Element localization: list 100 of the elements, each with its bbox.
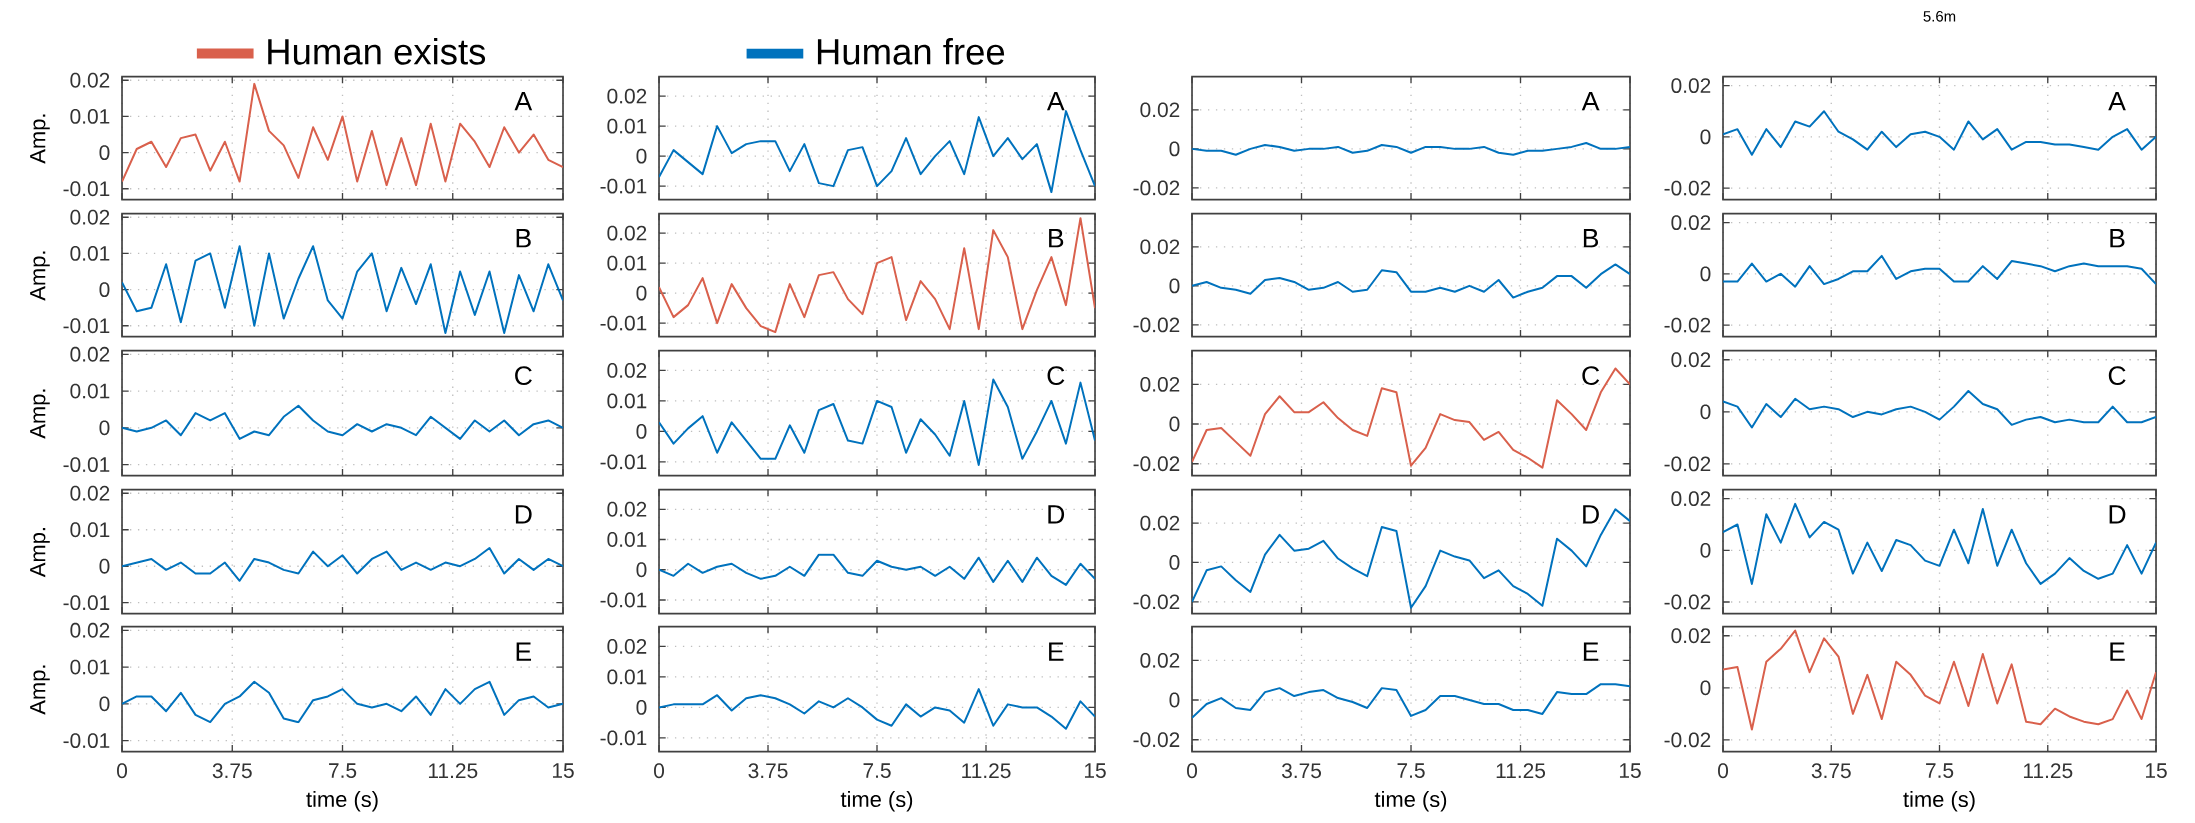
y-tick-label: 0.02 [1140, 102, 1180, 118]
y-tick-label: 0.02 [607, 639, 647, 655]
line-series [122, 83, 564, 187]
annotation: D [1048, 505, 1065, 524]
x-axis-title: time (s) [840, 791, 913, 812]
x-tick-label: 3.75 [748, 763, 788, 779]
y-tick-label: 0.02 [1671, 78, 1711, 94]
x-tick-label: 15 [1619, 763, 1641, 779]
y-tick-label: 0 [1169, 555, 1180, 571]
y-tick-label: 0 [99, 145, 110, 161]
y-tick-label: 0.02 [70, 210, 110, 225]
y-tick-label: 0.01 [607, 255, 647, 271]
line-series [659, 553, 1096, 587]
annotation: D [515, 505, 532, 524]
x-tick-label: 11.25 [962, 763, 1011, 779]
y-tick-label: 0.02 [1671, 628, 1711, 644]
y-tick-label: 0.02 [607, 502, 647, 517]
y-tick-label: -0.02 [1133, 317, 1180, 333]
annotation: E [2110, 642, 2125, 661]
y-axis-title: Amp. [30, 251, 50, 301]
legend-label: Human exists [268, 38, 486, 65]
annotation: A [514, 92, 533, 111]
y-tick-label: -0.01 [600, 730, 647, 746]
y-tick-label: -0.01 [600, 592, 647, 608]
y-tick-label: 0 [636, 424, 647, 440]
y-tick-label: -0.02 [1664, 180, 1711, 196]
y-tick-label: -0.01 [600, 178, 647, 194]
y-tick-label: 0.01 [70, 246, 110, 262]
y-tick-label: 0 [99, 420, 110, 436]
y-tick-label: 0.02 [1671, 215, 1711, 231]
y-tick-label: -0.02 [1133, 594, 1180, 610]
x-tick-label: 0 [1187, 763, 1198, 779]
x-tick-label: 11.25 [2023, 763, 2073, 779]
annotation: C [1582, 366, 1600, 386]
line-series [1723, 110, 2157, 156]
y-tick-label: 0 [1700, 404, 1711, 420]
x-tick-label: 0 [654, 763, 665, 779]
y-tick-label: 0.01 [70, 383, 110, 399]
y-tick-label: 0.01 [607, 669, 647, 685]
y-tick-label: -0.02 [1133, 456, 1180, 472]
y-tick-label: 0.02 [1140, 653, 1180, 668]
x-tick-label: 15 [552, 763, 574, 779]
annotation: B [1049, 229, 1064, 248]
y-tick-label: 0.02 [1671, 352, 1711, 368]
y-tick-label: 0.02 [70, 486, 110, 501]
line-series [122, 680, 564, 724]
x-axis-title: time (s) [1374, 791, 1447, 812]
y-tick-label: 0 [636, 700, 647, 716]
x-axis-title: time (s) [1903, 791, 1975, 812]
annotation: C [515, 366, 532, 386]
y-tick-label: 0 [1169, 692, 1180, 708]
annotation: C [1047, 366, 1065, 386]
y-tick-label: -0.01 [63, 733, 110, 749]
x-tick-label: 3.75 [212, 763, 252, 779]
x-axis-title: time (s) [306, 791, 378, 812]
line-series [1723, 629, 2157, 731]
y-tick-label: 0.02 [1140, 239, 1180, 255]
x-tick-label: 7.5 [1926, 763, 1954, 779]
y-tick-label: 0.01 [607, 118, 647, 134]
y-tick-label: 0.02 [70, 623, 110, 638]
chart-title: 5.6m [1923, 11, 1956, 22]
line-series [1723, 390, 2157, 429]
annotation: B [2110, 229, 2125, 248]
line-series [1192, 263, 1631, 299]
y-tick-label: 0 [1700, 543, 1711, 558]
y-tick-label: 0 [1169, 416, 1180, 432]
x-tick-label: 0 [117, 763, 128, 779]
y-tick-label: -0.02 [1664, 594, 1711, 610]
y-tick-label: -0.02 [1133, 180, 1180, 196]
y-tick-label: -0.01 [63, 181, 110, 197]
y-tick-label: 0.01 [607, 393, 647, 409]
x-tick-label: 3.75 [1811, 763, 1851, 779]
legend-label: Human free [817, 38, 1005, 65]
annotation: E [516, 642, 532, 661]
y-tick-label: 0.01 [70, 109, 110, 125]
y-tick-label: 0 [636, 562, 647, 578]
y-tick-label: 0.02 [607, 225, 647, 241]
y-tick-label: -0.02 [1664, 732, 1711, 748]
y-tick-label: -0.01 [63, 457, 110, 473]
annotation: E [1583, 642, 1599, 661]
x-tick-label: 0 [1718, 763, 1729, 779]
y-tick-label: -0.01 [63, 318, 110, 334]
annotation: C [2108, 366, 2126, 386]
y-tick-label: 0 [99, 558, 110, 574]
x-tick-label: 7.5 [1397, 763, 1425, 779]
y-axis-title: Amp. [30, 665, 50, 715]
x-tick-label: 11.25 [428, 763, 478, 779]
y-tick-label: 0.02 [1140, 515, 1180, 531]
y-tick-label: 0 [1169, 141, 1180, 157]
line-series [1723, 503, 2157, 586]
annotation: D [2109, 505, 2126, 524]
y-tick-label: 0 [99, 696, 110, 712]
y-tick-label: 0.01 [70, 522, 110, 538]
annotation: E [1049, 642, 1064, 661]
x-tick-label: 11.25 [1496, 763, 1546, 779]
x-tick-label: 7.5 [329, 763, 357, 779]
y-axis-title: Amp. [30, 389, 50, 439]
y-tick-label: 0 [1700, 129, 1711, 145]
y-tick-label: -0.02 [1664, 317, 1711, 333]
y-tick-label: 0.02 [70, 347, 110, 362]
